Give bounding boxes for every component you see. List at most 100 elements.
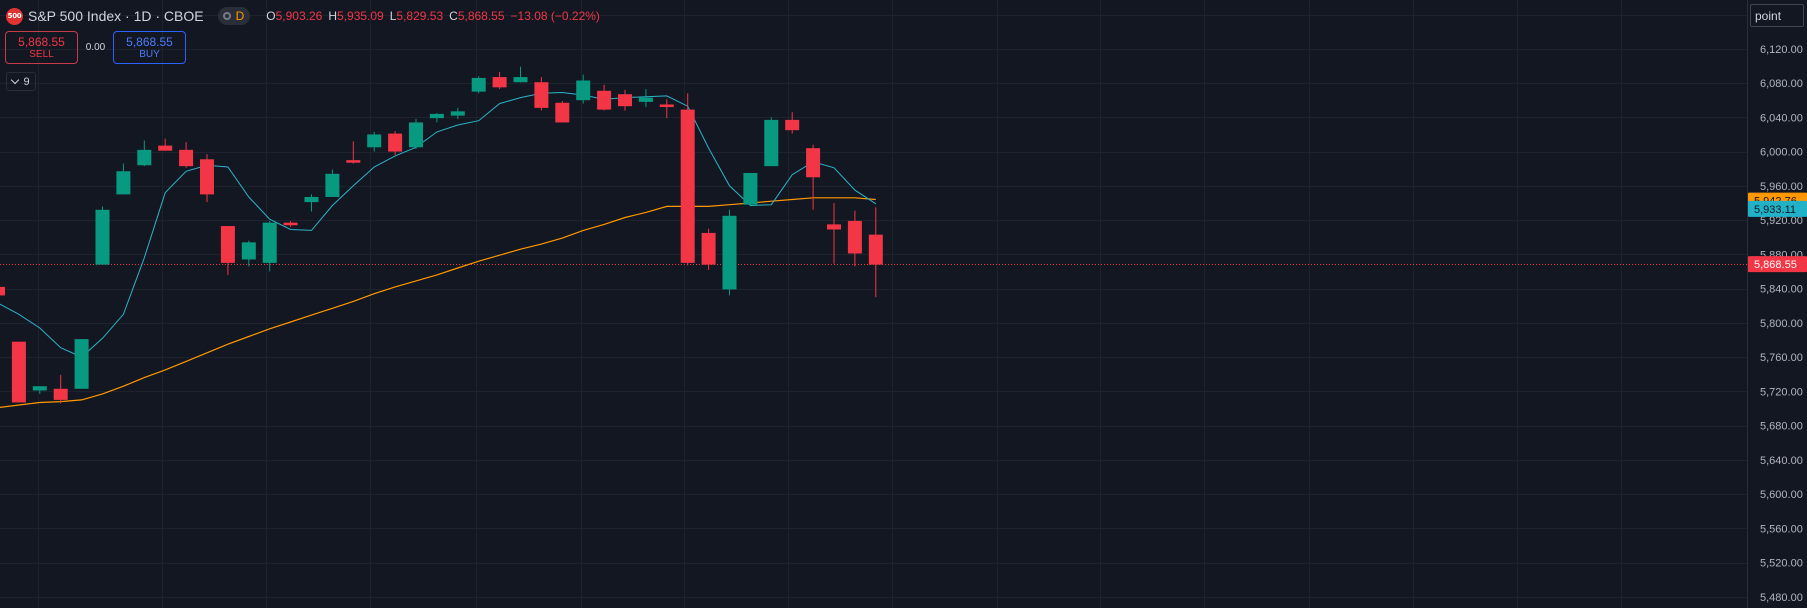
candle-body — [283, 222, 298, 226]
price-tick-label: 5,720.00 — [1760, 386, 1803, 398]
low-label: L — [389, 9, 397, 23]
candle-body — [367, 134, 382, 148]
candle — [325, 169, 340, 197]
sell-price: 5,868.55 — [18, 34, 65, 49]
trade-panel: 5,868.55 SELL 0.00 5,868.55 BUY — [5, 31, 186, 64]
price-scale-labels: 5,942.765,933.115,868.55 — [1748, 192, 1807, 273]
candle-body — [325, 173, 340, 197]
price-tick-label: 5,840.00 — [1760, 284, 1803, 296]
candle — [11, 341, 26, 403]
candle — [304, 194, 319, 212]
candle — [680, 93, 695, 266]
ma-long-line — [0, 197, 876, 408]
candle-body — [53, 388, 68, 400]
candle-body — [722, 215, 737, 290]
price-scale[interactable]: 6,160.006,120.006,080.006,040.006,000.00… — [1760, 10, 1803, 604]
candle-body — [764, 119, 779, 167]
candle-body — [868, 234, 883, 265]
ma-short-price-tag-bg — [1748, 200, 1807, 217]
candle-body — [576, 80, 591, 101]
candle — [283, 220, 298, 227]
price-unit-selector[interactable]: point — [1750, 4, 1804, 27]
candle-body — [262, 222, 277, 263]
chevron-down-icon — [11, 75, 20, 85]
candle — [597, 84, 612, 111]
price-tick-label: 5,920.00 — [1760, 215, 1803, 227]
candle — [200, 154, 214, 203]
candle — [367, 131, 382, 152]
candle — [220, 226, 235, 275]
candle-body — [158, 145, 173, 151]
candle — [576, 74, 591, 104]
candle-body — [785, 119, 800, 131]
candle — [513, 66, 528, 83]
candle — [53, 375, 68, 404]
candle — [388, 131, 403, 155]
candle — [179, 142, 194, 168]
change-value: −13.08 (−0.22%) — [510, 9, 600, 23]
symbol-title[interactable]: S&P 500 Index · 1D · CBOE — [28, 8, 204, 24]
ma-short-price-tag-text: 5,933.11 — [1754, 204, 1796, 216]
symbol-logo-icon[interactable]: 500 — [6, 7, 23, 25]
sell-button[interactable]: 5,868.55 SELL — [5, 31, 78, 64]
candle-body — [116, 171, 131, 195]
candle-body — [680, 109, 695, 263]
price-tick-label: 6,120.00 — [1760, 44, 1803, 56]
candle — [32, 386, 47, 394]
candle — [429, 113, 444, 123]
buy-price: 5,868.55 — [126, 34, 173, 49]
candle — [847, 210, 862, 267]
price-tick-label: 6,040.00 — [1760, 112, 1803, 124]
candle — [137, 140, 152, 167]
candle — [409, 119, 423, 150]
sell-label: SELL — [29, 48, 54, 60]
candle — [346, 141, 361, 164]
current-price-tag: 5,868.55 — [1748, 256, 1807, 273]
candle — [241, 240, 256, 267]
buy-button[interactable]: 5,868.55 BUY — [113, 31, 186, 64]
candle-body — [388, 133, 403, 152]
price-tick-label: 6,000.00 — [1760, 147, 1803, 159]
candle — [534, 77, 549, 111]
market-status-badge[interactable]: D — [217, 7, 251, 25]
candle — [638, 89, 653, 108]
market-status-letter: D — [235, 9, 245, 23]
candle — [262, 220, 277, 272]
price-tick-label: 5,480.00 — [1760, 592, 1803, 604]
candle-body — [74, 339, 89, 389]
candle-body — [179, 149, 194, 167]
candle-body — [32, 386, 47, 391]
candle-body — [450, 111, 465, 116]
indicators-toggle-button[interactable]: 9 — [6, 72, 36, 91]
candle-body — [638, 97, 653, 102]
price-tick-label: 5,560.00 — [1760, 523, 1803, 535]
candle-body — [95, 209, 110, 265]
candle — [471, 76, 486, 94]
open-value: 5,903.26 — [275, 9, 323, 23]
candle-body — [409, 122, 423, 148]
candle-body — [304, 196, 319, 203]
candle — [450, 107, 465, 120]
candle-body — [220, 226, 235, 263]
price-tick-label: 5,960.00 — [1760, 181, 1803, 193]
open-label: O — [266, 9, 276, 23]
market-status-dot-icon — [222, 12, 231, 20]
close-value: 5,868.55 — [457, 9, 505, 23]
ma-short-line — [0, 91, 877, 358]
candle-body — [241, 242, 256, 260]
candle-body — [597, 90, 612, 110]
price-tick-label: 5,640.00 — [1760, 455, 1803, 467]
candle — [806, 144, 821, 210]
candle — [116, 163, 131, 195]
ohlc-values: O 5,903.26 H 5,935.09 L 5,829.53 C 5,868… — [266, 9, 600, 23]
current-price-tag-text: 5,868.55 — [1754, 259, 1797, 271]
candle-body — [659, 104, 674, 108]
candle-body — [701, 232, 716, 265]
candle — [659, 99, 674, 119]
candle — [95, 206, 110, 265]
candle — [868, 207, 883, 298]
candle-body — [11, 341, 26, 403]
candles — [0, 66, 883, 404]
symbol-header: 500 S&P 500 Index · 1D · CBOE D O 5,903.… — [6, 6, 600, 26]
